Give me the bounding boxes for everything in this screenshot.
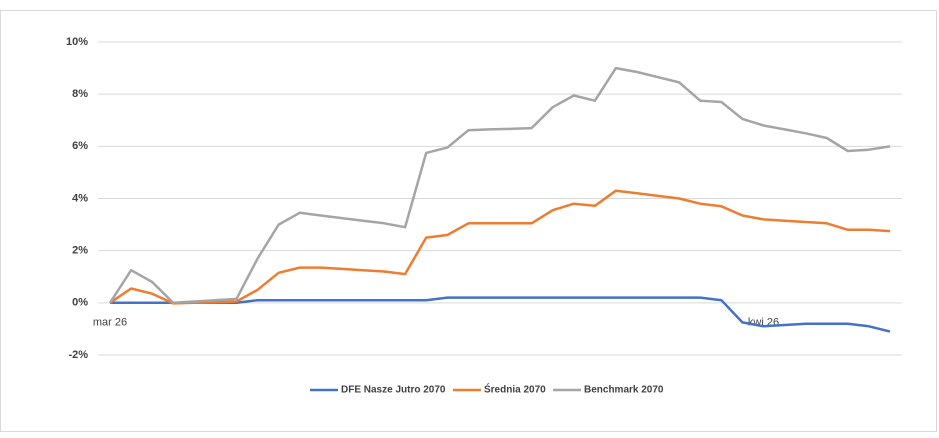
y-tick-label: 6%: [72, 140, 88, 152]
series-line: [109, 189, 891, 305]
legend-label: Benchmark 2070: [584, 385, 664, 396]
y-tick-label: 4%: [72, 192, 88, 204]
y-tick-label: 2%: [72, 245, 88, 257]
series-line: [108, 66, 891, 305]
x-tick-label: mar 26: [93, 317, 127, 329]
y-tick-label: 0%: [72, 297, 88, 309]
y-tick-label: -2%: [68, 349, 88, 361]
y-tick-label: 10%: [66, 36, 88, 48]
legend-label: DFE Nasze Jutro 2070: [341, 385, 446, 396]
series-line: [110, 296, 891, 333]
legend-label: Średnia 2070: [484, 383, 546, 396]
y-tick-label: 8%: [72, 88, 88, 100]
